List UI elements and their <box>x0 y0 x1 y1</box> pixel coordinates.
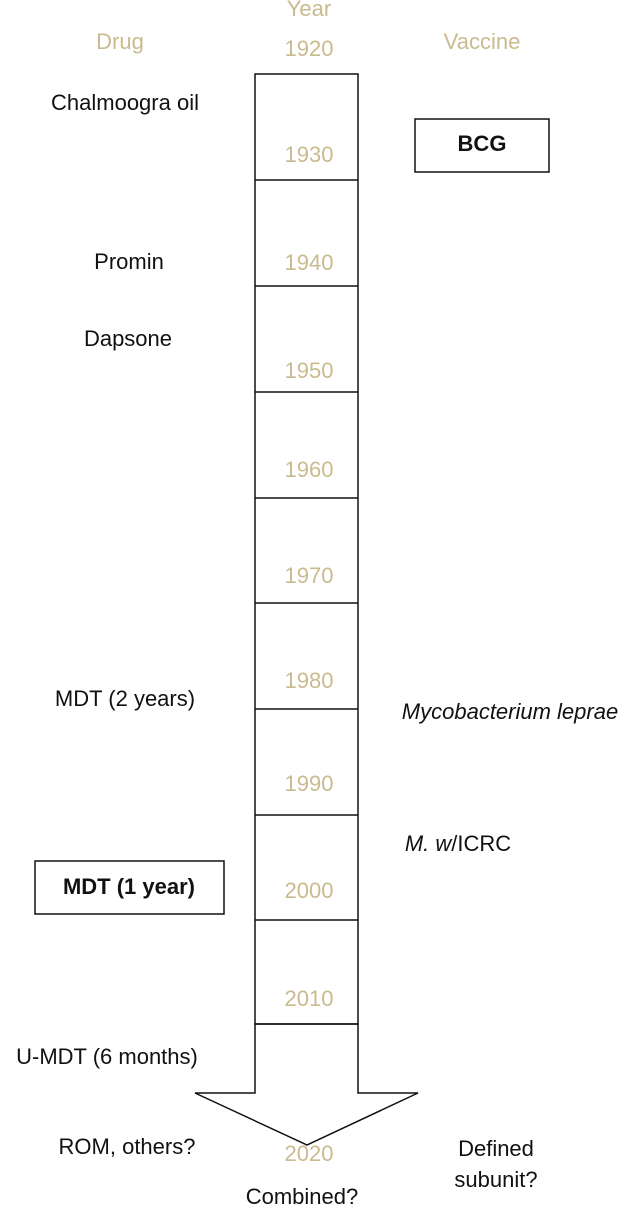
drug-item: ROM, others? <box>59 1134 196 1159</box>
year-label: 1970 <box>285 563 334 588</box>
vaccine-item: M. w/ICRC <box>405 831 511 856</box>
segment-lines <box>255 179 358 921</box>
highlight-box <box>34 860 225 915</box>
vaccine-item: BCG <box>458 131 507 156</box>
year-label: 1980 <box>285 668 334 693</box>
drug-item: Promin <box>94 249 164 274</box>
year-label: 2010 <box>285 986 334 1011</box>
year-label: 2000 <box>285 878 334 903</box>
vaccine-item-italic: M. w <box>405 831 454 856</box>
drug-item: MDT (1 year) <box>63 874 195 899</box>
vaccine-item: subunit? <box>454 1167 537 1192</box>
vaccine-item: Defined <box>458 1136 534 1161</box>
drug-item: Chalmoogra oil <box>51 90 199 115</box>
year-label: 1940 <box>285 250 334 275</box>
timeline-arrow <box>194 1023 419 1146</box>
year-header: Year <box>287 0 331 21</box>
combined-label: Combined? <box>246 1184 359 1209</box>
vaccine-header: Vaccine <box>444 29 521 54</box>
year-label: 1920 <box>285 36 334 61</box>
vaccine-item: Mycobacterium leprae <box>402 699 618 724</box>
year-label: 1960 <box>285 457 334 482</box>
year-label: 1950 <box>285 358 334 383</box>
drug-item: MDT (2 years) <box>55 686 195 711</box>
vaccine-item-rest: /ICRC <box>451 831 511 856</box>
drug-header: Drug <box>96 29 144 54</box>
year-label: 2020 <box>285 1141 334 1166</box>
drug-item: Dapsone <box>84 326 172 351</box>
year-label: 1990 <box>285 771 334 796</box>
year-label: 1930 <box>285 142 334 167</box>
drug-item: U-MDT (6 months) <box>16 1044 198 1069</box>
highlight-box <box>414 118 550 173</box>
